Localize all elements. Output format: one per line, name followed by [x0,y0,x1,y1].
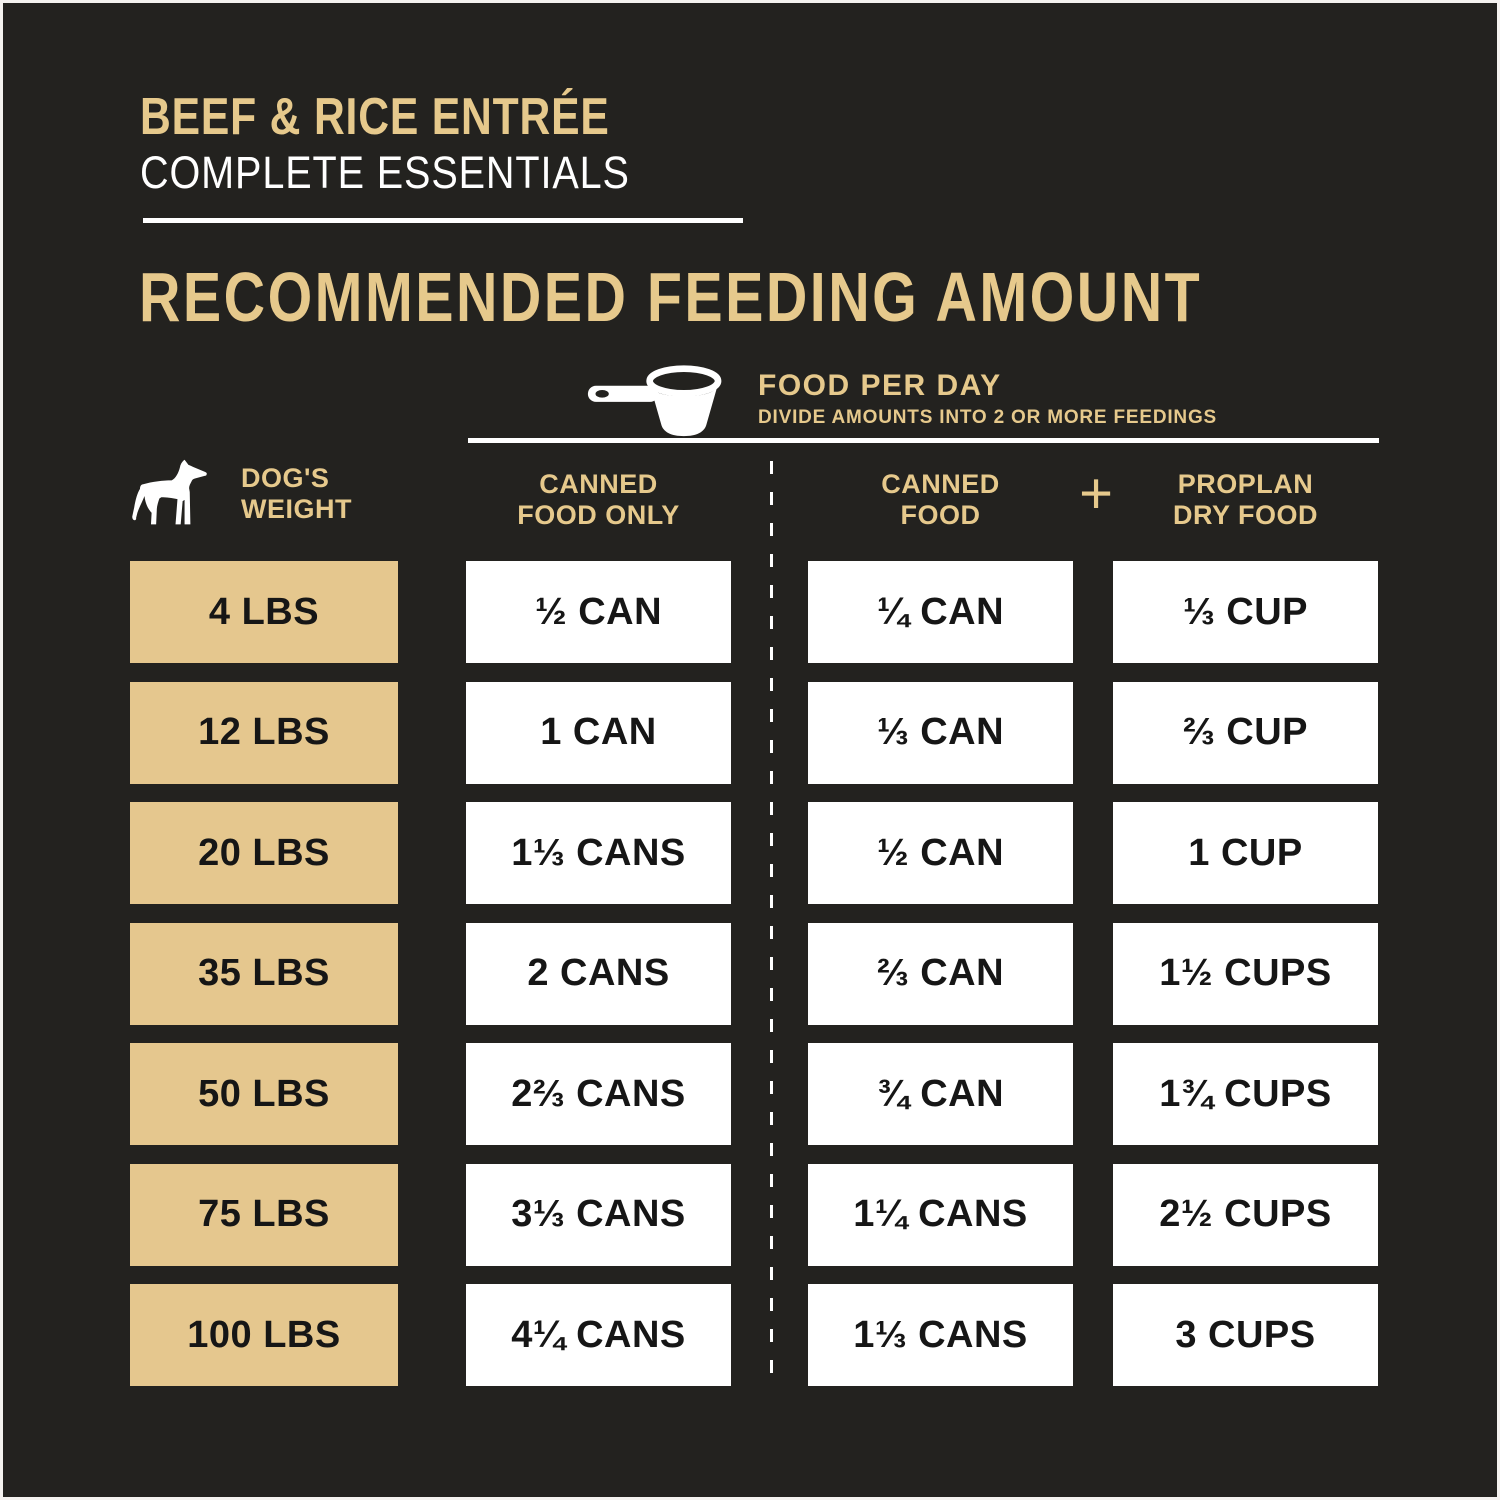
table-row: 20 LBS 1⅓ CANS ½ CAN 1 CUP [3,802,1497,904]
product-line-text: COMPLETE ESSENTIALS [140,147,630,198]
canned-plus-cell: 1⅓ CANS [808,1284,1073,1386]
dry-food-cell: 1½ CUPS [1113,922,1378,1025]
table-row: 12 LBS 1 CAN ⅓ CAN ⅔ CUP [3,681,1497,784]
column-divider-dashed [770,461,773,1389]
product-name-text: BEEF & RICE ENTRÉE [140,88,610,146]
product-name: BEEF & RICE ENTRÉE [140,87,713,147]
column-header-canned-food-only: CANNED FOOD ONLY [517,469,680,530]
column-header-canned-food: CANNED FOOD [881,469,1000,530]
canned-plus-cell: ⅔ CAN [808,922,1073,1025]
dry-food-cell: ⅓ CUP [1113,561,1378,663]
product-line: COMPLETE ESSENTIALS [140,147,697,199]
canned-plus-cell: ⅓ CAN [808,681,1073,784]
title-divider-rule [143,218,743,223]
weight-cell: 20 LBS [130,802,398,904]
weight-cell: 12 LBS [130,681,398,784]
weight-cell: 50 LBS [130,1043,398,1145]
weight-cell: 4 LBS [130,561,398,663]
canned-only-cell: 2⅔ CANS [466,1043,731,1145]
weight-cell: 75 LBS [130,1163,398,1266]
canned-plus-cell: ¼ CAN [808,561,1073,663]
dry-food-cell: 2½ CUPS [1113,1163,1378,1266]
canned-only-cell: 3⅓ CANS [466,1163,731,1266]
food-per-day-label: FOOD PER DAY [758,369,1002,402]
canned-only-cell: 2 CANS [466,922,731,1025]
dry-food-cell: 3 CUPS [1113,1284,1378,1386]
dog-silhouette-icon [132,459,207,525]
dry-food-cell: 1 CUP [1113,802,1378,904]
canned-only-cell: 1 CAN [466,681,731,784]
table-row: 35 LBS 2 CANS ⅔ CAN 1½ CUPS [3,922,1497,1025]
canned-plus-cell: ½ CAN [808,802,1073,904]
weight-cell: 35 LBS [130,922,398,1025]
feeding-table-rows: 4 LBS ½ CAN ¼ CAN ⅓ CUP 12 LBS 1 CAN ⅓ C… [3,561,1497,1386]
canned-only-cell: ½ CAN [466,561,731,663]
table-row: 75 LBS 3⅓ CANS 1¼ CANS 2½ CUPS [3,1163,1497,1266]
dry-food-cell: ⅔ CUP [1113,681,1378,784]
dry-food-cell: 1¾ CUPS [1113,1043,1378,1145]
canned-only-cell: 1⅓ CANS [466,802,731,904]
table-row: 50 LBS 2⅔ CANS ¾ CAN 1¾ CUPS [3,1043,1497,1145]
table-row: 4 LBS ½ CAN ¼ CAN ⅓ CUP [3,561,1497,663]
canned-only-cell: 4¼ CANS [466,1284,731,1386]
column-header-proplan-dry-food: PROPLAN DRY FOOD [1172,469,1318,530]
measuring-cup-icon [587,365,722,437]
column-header-text: DOG'S WEIGHT [241,463,352,524]
weight-cell: 100 LBS [130,1284,398,1386]
section-title: RECOMMENDED FEEDING AMOUNT [139,258,1203,336]
table-top-rule [468,438,1379,443]
food-per-day-note: DIVIDE AMOUNTS INTO 2 OR MORE FEEDINGS [758,407,1217,428]
canned-plus-cell: ¾ CAN [808,1043,1073,1145]
table-row: 100 LBS 4¼ CANS 1⅓ CANS 3 CUPS [3,1284,1497,1386]
canned-plus-cell: 1¼ CANS [808,1163,1073,1266]
plus-sign: + [1079,461,1113,526]
column-header-dogs-weight: DOG'S WEIGHT [129,451,352,537]
